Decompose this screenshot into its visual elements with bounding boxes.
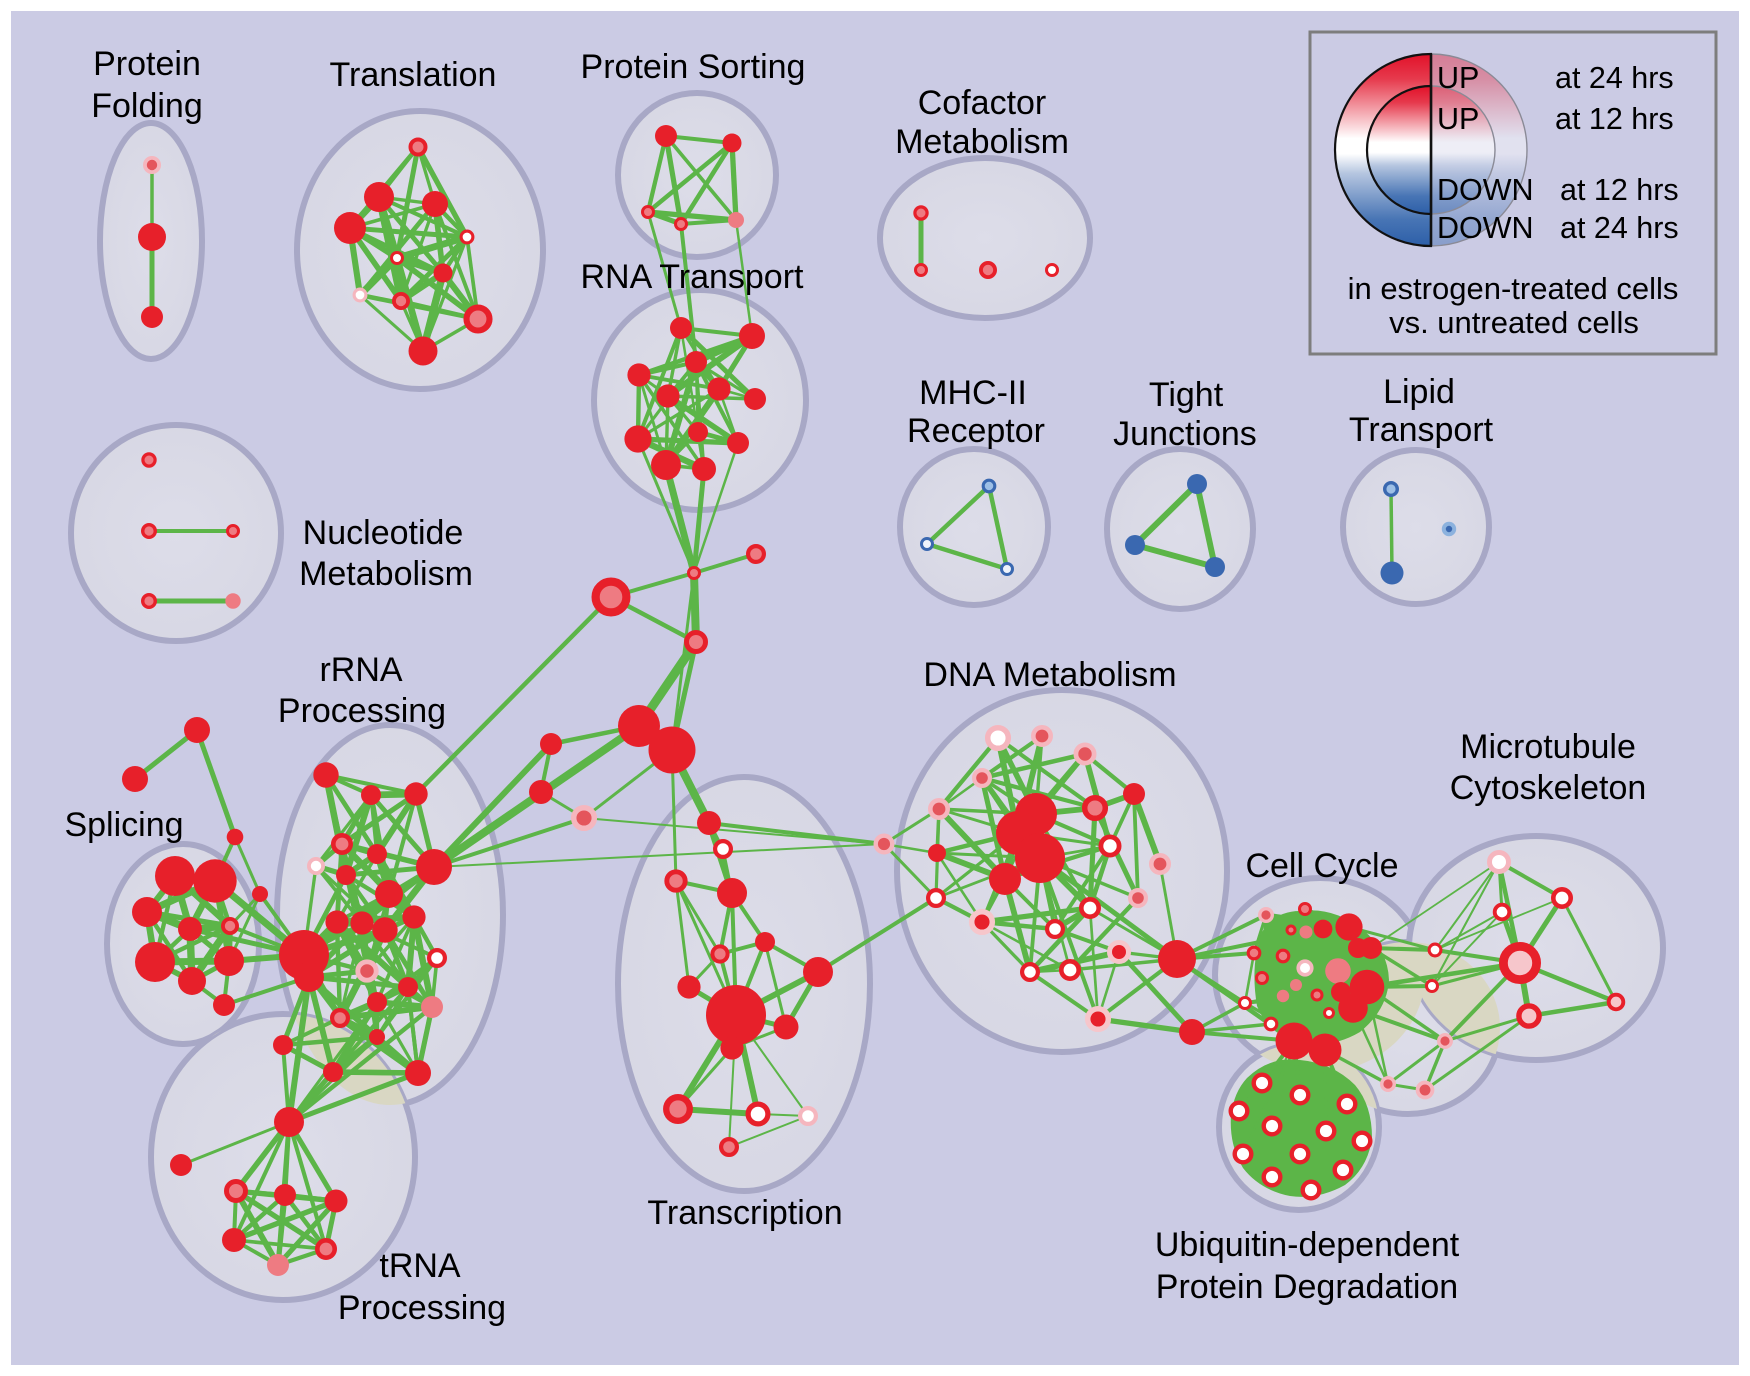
- svg-text:DOWN: DOWN: [1437, 211, 1534, 245]
- svg-text:DOWN: DOWN: [1437, 173, 1534, 207]
- svg-text:UP: UP: [1437, 61, 1479, 95]
- svg-text:Cytoskeleton: Cytoskeleton: [1450, 769, 1647, 807]
- svg-text:Receptor: Receptor: [907, 412, 1045, 450]
- svg-text:Cell Cycle: Cell Cycle: [1245, 847, 1398, 885]
- svg-text:Ubiquitin-dependent: Ubiquitin-dependent: [1155, 1226, 1460, 1264]
- svg-text:Protein: Protein: [93, 45, 201, 83]
- svg-text:at 24 hrs: at 24 hrs: [1555, 61, 1674, 95]
- svg-text:tRNA: tRNA: [379, 1247, 461, 1285]
- svg-text:at 12 hrs: at 12 hrs: [1560, 173, 1679, 207]
- svg-text:rRNA: rRNA: [319, 651, 402, 689]
- svg-text:Nucleotide: Nucleotide: [303, 514, 464, 552]
- svg-text:Lipid: Lipid: [1383, 373, 1455, 411]
- svg-text:RNA Transport: RNA Transport: [581, 258, 805, 296]
- svg-text:Metabolism: Metabolism: [895, 123, 1069, 161]
- svg-text:DNA Metabolism: DNA Metabolism: [923, 656, 1176, 694]
- svg-text:Protein Sorting: Protein Sorting: [581, 48, 806, 86]
- svg-text:Folding: Folding: [91, 87, 203, 125]
- svg-text:Translation: Translation: [330, 56, 497, 94]
- svg-text:Transport: Transport: [1349, 411, 1494, 449]
- svg-text:vs. untreated cells: vs. untreated cells: [1389, 305, 1639, 340]
- svg-text:MHC-II: MHC-II: [919, 374, 1027, 412]
- svg-text:UP: UP: [1437, 102, 1479, 136]
- svg-text:Splicing: Splicing: [64, 806, 183, 844]
- svg-text:Junctions: Junctions: [1113, 415, 1257, 453]
- svg-text:in estrogen-treated cells: in estrogen-treated cells: [1348, 271, 1679, 306]
- svg-text:Protein Degradation: Protein Degradation: [1156, 1268, 1458, 1306]
- svg-text:Processing: Processing: [338, 1289, 506, 1327]
- svg-text:Metabolism: Metabolism: [299, 555, 473, 593]
- svg-text:Processing: Processing: [278, 692, 446, 730]
- svg-text:at 12 hrs: at 12 hrs: [1555, 102, 1674, 136]
- svg-text:Microtubule: Microtubule: [1460, 728, 1636, 766]
- svg-text:Tight: Tight: [1149, 376, 1224, 414]
- svg-text:Transcription: Transcription: [647, 1194, 842, 1232]
- svg-text:at 24 hrs: at 24 hrs: [1560, 211, 1679, 245]
- svg-text:Cofactor: Cofactor: [918, 84, 1047, 122]
